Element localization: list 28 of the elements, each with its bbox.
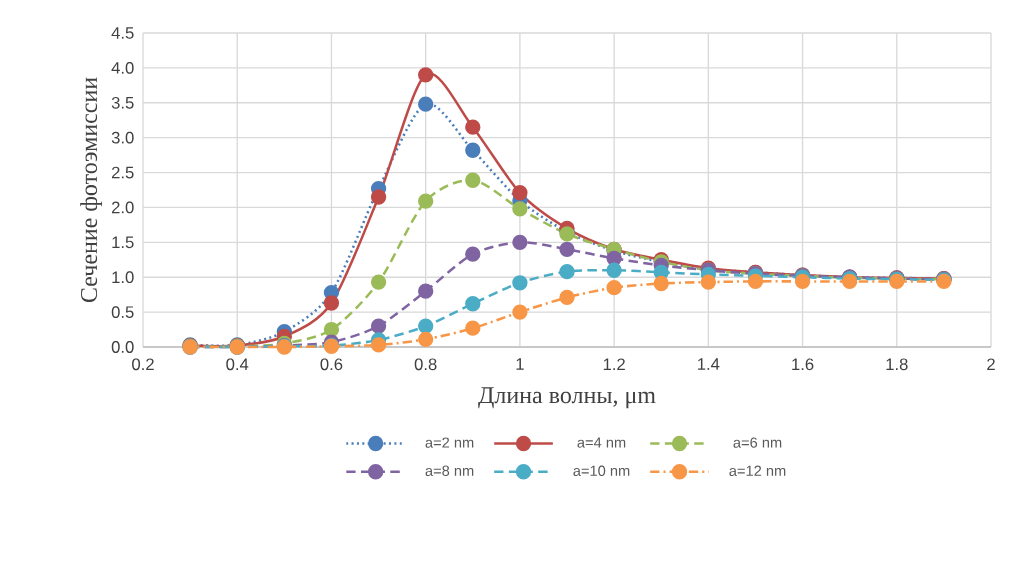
x-tick-label: 1.8 bbox=[886, 358, 908, 371]
y-tick-label: 3.5 bbox=[111, 96, 134, 109]
x-axis-title: Длина волны, μm bbox=[478, 387, 656, 409]
y-tick-label: 4.5 bbox=[111, 27, 134, 39]
legend-label: a=10 nm bbox=[573, 465, 630, 476]
legend-label: a=12 nm bbox=[729, 465, 786, 476]
legend-label: a=4 nm bbox=[577, 437, 626, 448]
x-tick-label: 0.8 bbox=[414, 358, 437, 371]
y-tick-label: 2.5 bbox=[111, 166, 134, 179]
y-tick-label: 4.0 bbox=[111, 61, 134, 74]
legend-label: a=8 nm bbox=[425, 465, 474, 476]
x-tick-label: 1.2 bbox=[603, 358, 625, 370]
y-tick-label: 0.5 bbox=[111, 306, 134, 318]
x-tick-label: 0.4 bbox=[226, 358, 249, 371]
x-tick-label: 1.4 bbox=[698, 358, 720, 370]
y-tick-label: 1.0 bbox=[112, 271, 134, 284]
y-tick-label: 0.0 bbox=[111, 341, 134, 353]
x-tick-label: 0.6 bbox=[320, 358, 343, 371]
y-tick-label: 1.5 bbox=[112, 236, 134, 249]
y-tick-label: 3.0 bbox=[111, 131, 134, 144]
x-tick-label: 0.2 bbox=[132, 358, 154, 371]
y-axis-title: Сечение фотоэмиссии bbox=[80, 77, 102, 303]
y-tick-label: 2.0 bbox=[111, 201, 134, 214]
x-tick-label: 2 bbox=[987, 358, 995, 370]
legend-label: a=6 nm bbox=[733, 437, 782, 448]
x-tick-label: 1 bbox=[516, 358, 524, 370]
x-tick-label: 1.6 bbox=[792, 358, 814, 371]
legend-label: a=2 nm bbox=[425, 437, 474, 448]
